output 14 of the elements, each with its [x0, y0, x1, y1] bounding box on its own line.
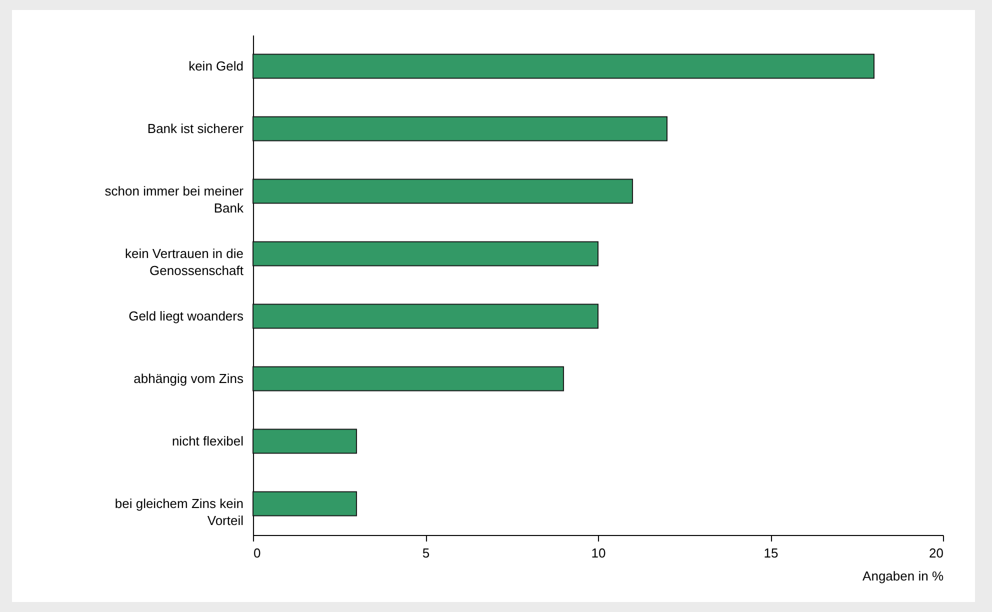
x-tick-label: 20	[929, 546, 944, 560]
y-tick-label: abhängig vom Zins	[134, 370, 244, 386]
y-tick-label: Geld liegt woanders	[128, 308, 244, 324]
y-tick-label: nicht flexibel	[172, 433, 244, 448]
x-tick-label: 0	[254, 546, 261, 560]
x-axis-title: Angaben in %	[862, 568, 944, 584]
y-tick-label: bei gleichem Zins kein Vorteil	[114, 496, 244, 528]
x-tick-label: 5	[422, 546, 430, 560]
x-tick-label: 10	[591, 546, 606, 560]
y-tick-label: schon immer bei meiner Bank	[104, 183, 244, 216]
y-tick-label: kein Vertrauen in die Genossenschaft	[124, 246, 244, 278]
y-tick-label: Bank ist sicherer	[147, 120, 244, 136]
y-tick-label: kein Geld	[188, 58, 244, 74]
x-tick-label: 15	[764, 546, 778, 560]
